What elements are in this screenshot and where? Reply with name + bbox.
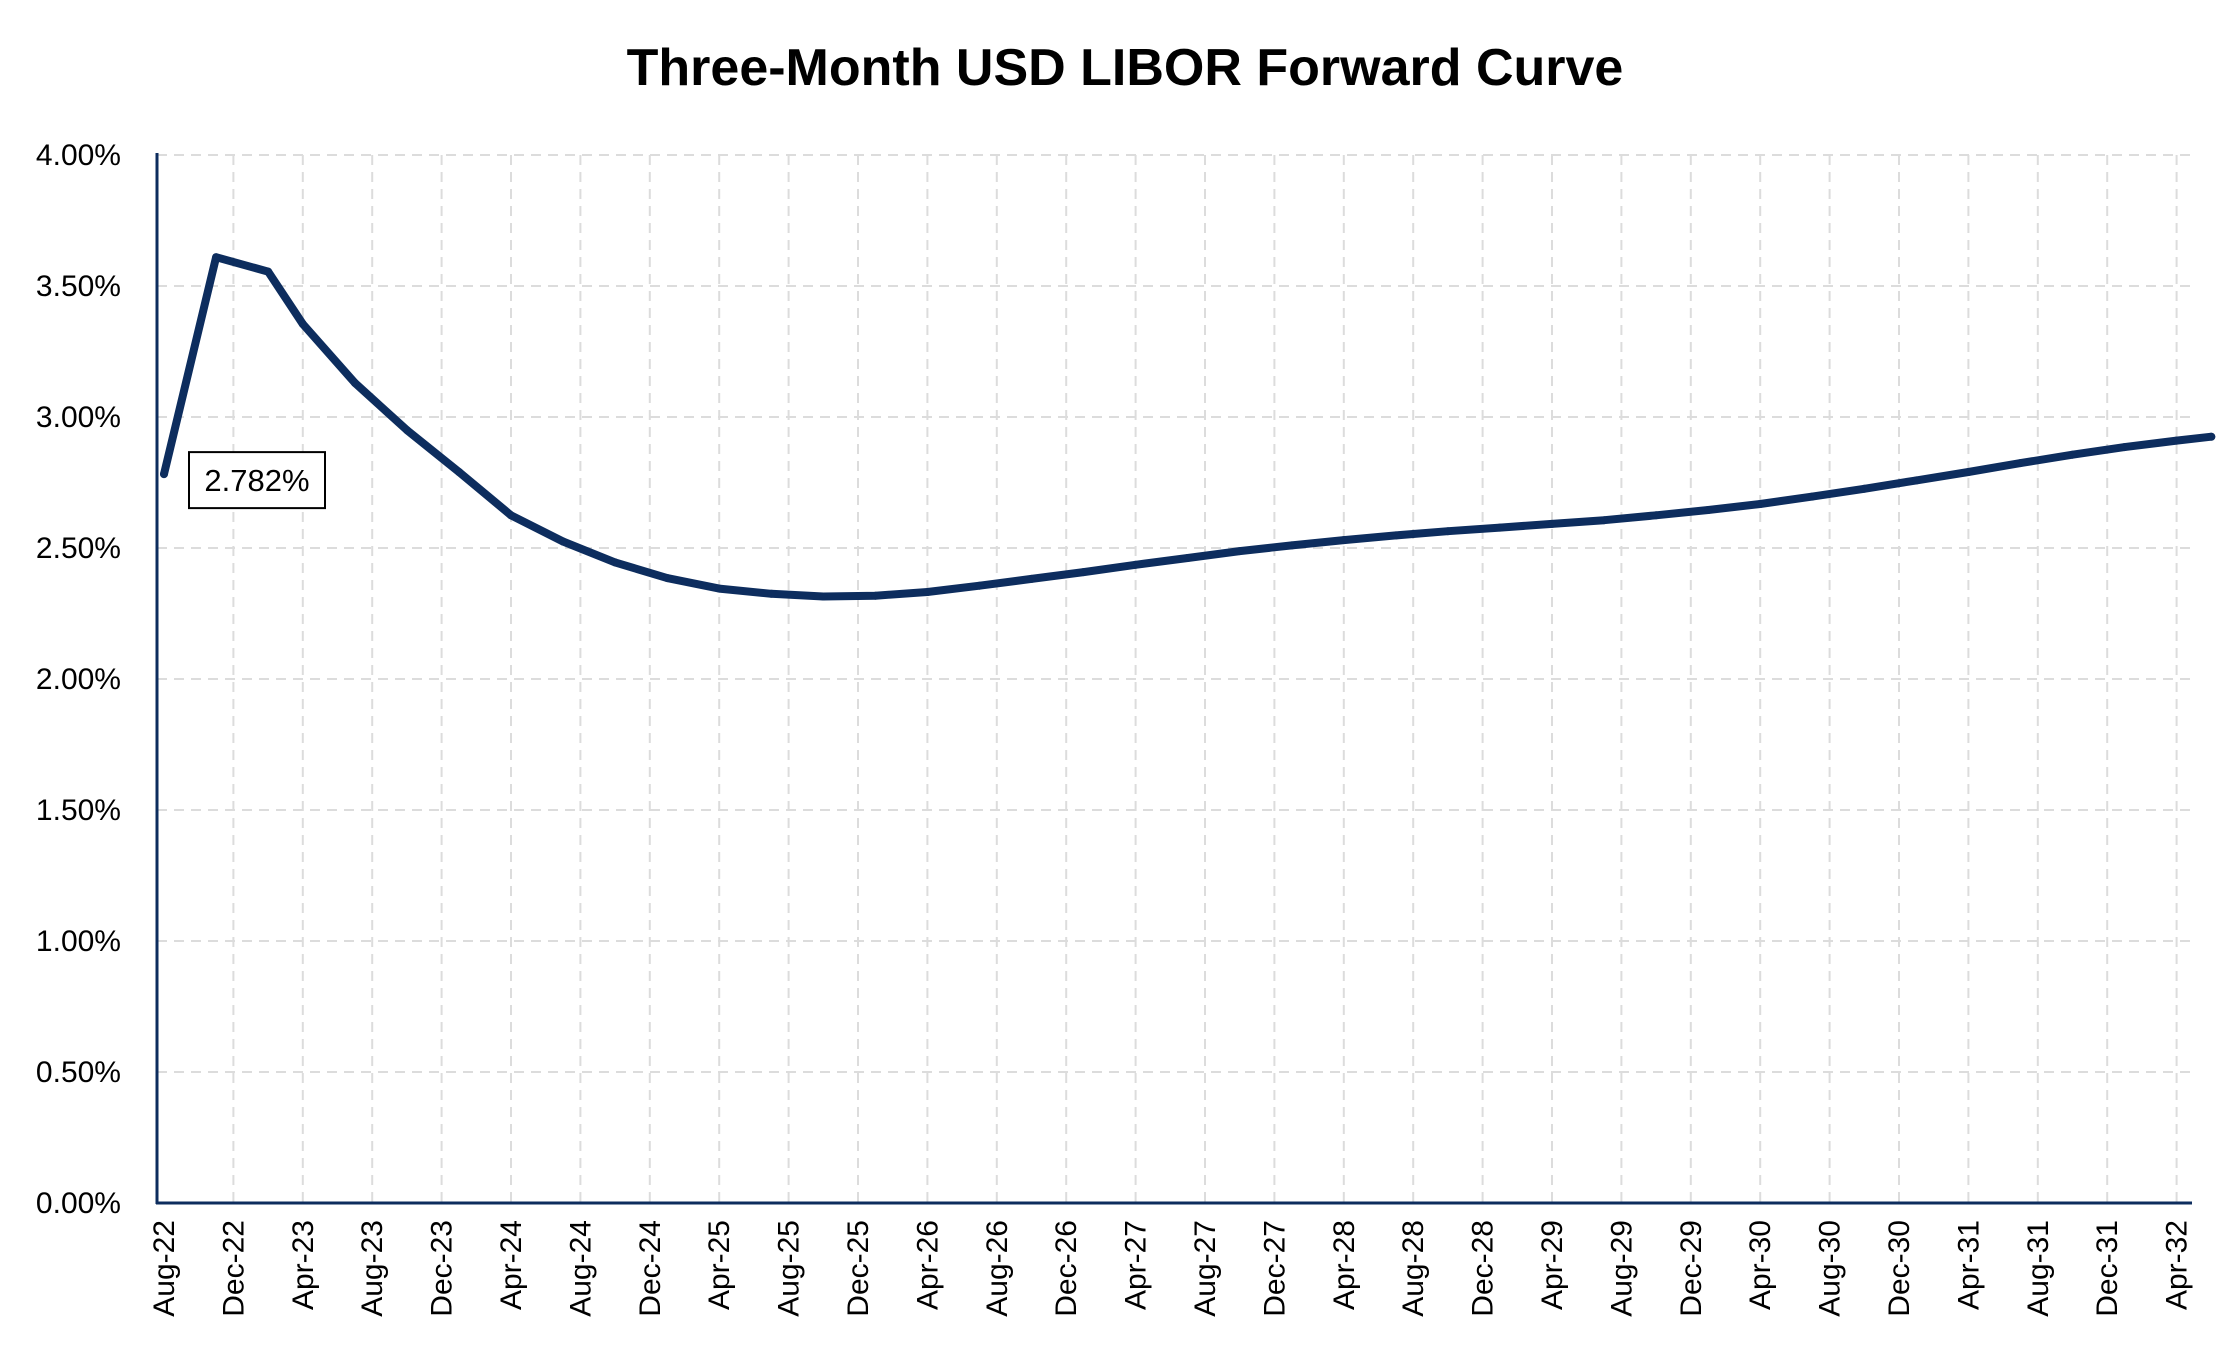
- data-point: [212, 253, 221, 262]
- x-tick-label: Aug-25: [773, 1220, 806, 1317]
- data-point: [298, 320, 307, 328]
- data-point: [264, 267, 273, 276]
- data-point: [1704, 506, 1713, 514]
- data-point: [1496, 523, 1504, 532]
- x-tick-label: Aug-28: [1397, 1220, 1430, 1317]
- x-tick-label: Aug-24: [564, 1220, 597, 1317]
- axes: [155, 153, 2192, 1205]
- data-point: [2207, 432, 2216, 441]
- x-tick-label: Dec-27: [1258, 1220, 1291, 1317]
- data-point: [1079, 568, 1088, 577]
- data-point: [350, 378, 359, 387]
- data-point: [2172, 436, 2181, 445]
- x-tick-label: Apr-25: [703, 1220, 736, 1310]
- annotations: 2.782%: [188, 451, 326, 510]
- data-point: [2068, 450, 2077, 459]
- y-tick-label: 1.50%: [36, 794, 121, 827]
- series-group: [160, 253, 2216, 601]
- x-tick-label: Aug-26: [981, 1220, 1014, 1317]
- y-axis-tick-labels: 0.00% 0.50% 1.00% 1.50% 2.00% 2.50% 3.00% 3.50%…: [36, 139, 121, 1220]
- x-tick-label: Apr-24: [495, 1220, 528, 1310]
- x-tick-label: Dec-23: [426, 1220, 459, 1317]
- x-tick-label: Aug-29: [1605, 1220, 1638, 1317]
- data-point: [559, 537, 567, 546]
- x-tick-label: Apr-30: [1744, 1220, 1777, 1310]
- data-label: 2.782%: [204, 463, 309, 498]
- data-point: [1391, 531, 1400, 540]
- data-point: [1860, 484, 1869, 493]
- y-tick-label: 2.50%: [36, 532, 121, 565]
- data-point: [871, 591, 880, 600]
- x-tick-label: Aug-30: [1814, 1220, 1847, 1317]
- data-point: [1131, 560, 1140, 569]
- x-tick-label: Dec-25: [842, 1220, 875, 1317]
- x-tick-label: Dec-22: [217, 1220, 250, 1317]
- x-axis-tick-labels: Aug-22 Dec-22 Apr-23 Aug-23 Dec-23 Apr-24 Aug-…: [148, 1220, 2194, 1317]
- data-label-box: [188, 451, 326, 510]
- data-point: [1912, 476, 1921, 485]
- x-tick-label: Aug-27: [1189, 1220, 1222, 1317]
- data-point: [1756, 500, 1765, 508]
- data-point: [455, 468, 463, 476]
- x-tick-label: Dec-31: [2091, 1220, 2124, 1317]
- data-point: [1808, 492, 1817, 501]
- y-tick-label: 1.00%: [36, 925, 121, 958]
- x-tick-label: Apr-31: [1952, 1220, 1985, 1310]
- x-tick-label: Apr-32: [2161, 1220, 2194, 1310]
- data-point: [1548, 519, 1556, 528]
- data-point: [1964, 468, 1973, 476]
- data-point: [1027, 574, 1036, 583]
- data-point: [1600, 516, 1609, 525]
- data-point: [1183, 554, 1192, 562]
- data-point: [715, 584, 724, 593]
- x-tick-label: Dec-28: [1467, 1220, 1500, 1317]
- x-tick-label: Dec-24: [634, 1220, 667, 1317]
- x-tick-label: Apr-23: [287, 1220, 320, 1310]
- x-tick-label: Aug-31: [2022, 1220, 2055, 1317]
- data-point: [819, 592, 828, 601]
- x-tick-label: Dec-29: [1675, 1220, 1708, 1317]
- x-tick-label: Dec-30: [1883, 1220, 1916, 1317]
- data-point: [1287, 541, 1296, 550]
- data-point: [611, 558, 620, 567]
- x-tick-label: Aug-23: [356, 1220, 389, 1317]
- y-tick-label: 3.50%: [36, 270, 121, 303]
- x-tick-label: Apr-26: [911, 1220, 944, 1310]
- y-tick-label: 0.00%: [36, 1187, 121, 1220]
- y-tick-label: 2.00%: [36, 663, 121, 696]
- x-tick-label: Aug-22: [148, 1220, 181, 1317]
- data-point: [975, 581, 984, 590]
- y-tick-label: 0.50%: [36, 1056, 121, 1089]
- data-point: [507, 511, 515, 520]
- x-tick-label: Dec-26: [1050, 1220, 1083, 1317]
- data-point: [160, 470, 168, 479]
- x-tick-label: Apr-28: [1328, 1220, 1361, 1310]
- data-point: [2120, 443, 2129, 452]
- data-point: [1443, 527, 1452, 536]
- x-tick-label: Apr-29: [1536, 1220, 1569, 1310]
- data-point: [1652, 511, 1661, 520]
- gridlines: [157, 154, 2192, 1203]
- data-point: [1339, 536, 1348, 545]
- y-tick-label: 3.00%: [36, 401, 121, 434]
- data-point: [402, 426, 411, 435]
- data-point: [767, 589, 776, 598]
- x-tick-label: Apr-27: [1120, 1220, 1153, 1310]
- y-tick-label: 4.00%: [36, 139, 121, 172]
- data-point: [923, 588, 932, 596]
- data-point: [2016, 459, 2025, 468]
- data-point: [1235, 547, 1244, 556]
- data-point: [663, 574, 672, 583]
- chart-title: Three-Month USD LIBOR Forward Curve: [627, 39, 1624, 97]
